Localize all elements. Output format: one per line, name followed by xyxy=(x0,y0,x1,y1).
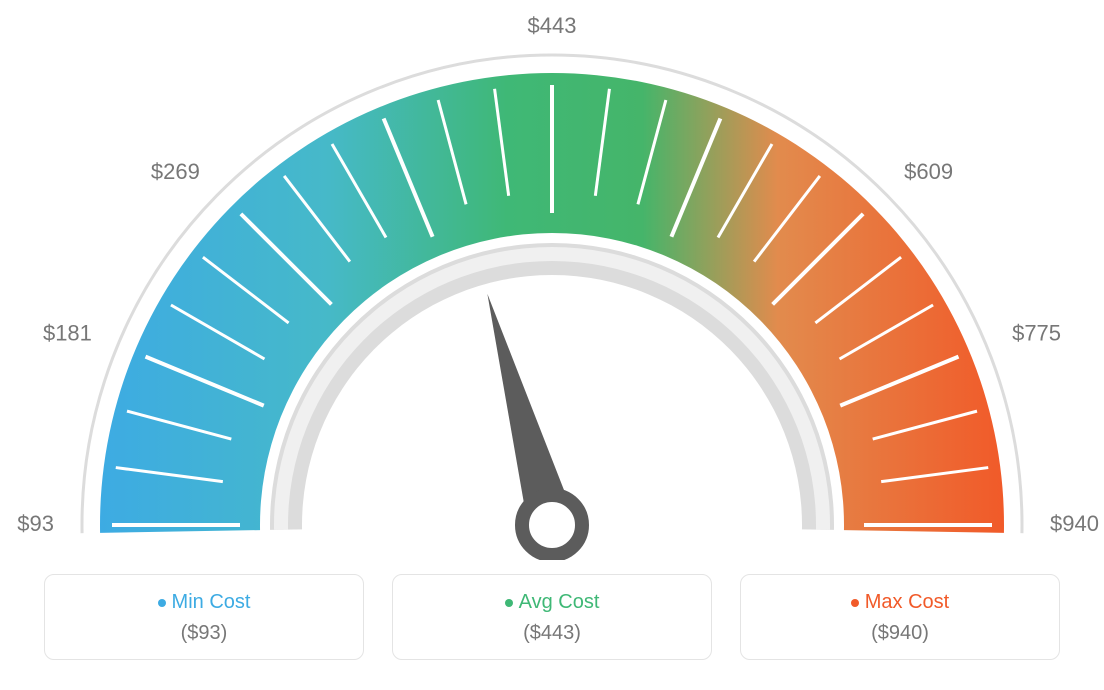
svg-text:$609: $609 xyxy=(904,159,953,184)
gauge-svg: $93 $181 $269 $443 $609 $775 $940 xyxy=(0,0,1104,560)
legend-min: Min Cost ($93) xyxy=(44,574,364,660)
legend-avg-label: Avg Cost xyxy=(403,591,701,614)
legend-max-value: ($940) xyxy=(751,622,1049,645)
dot-icon xyxy=(851,599,859,607)
legend-avg-value: ($443) xyxy=(403,622,701,645)
legend-max: Max Cost ($940) xyxy=(740,574,1060,660)
dot-icon xyxy=(505,599,513,607)
legend-avg: Avg Cost ($443) xyxy=(392,574,712,660)
svg-text:$443: $443 xyxy=(528,13,577,38)
legend-max-text: Max Cost xyxy=(865,591,949,613)
svg-text:$269: $269 xyxy=(151,159,200,184)
legend-row: Min Cost ($93) Avg Cost ($443) Max Cost … xyxy=(0,574,1104,660)
svg-text:$775: $775 xyxy=(1012,320,1061,345)
svg-text:$93: $93 xyxy=(17,511,54,536)
cost-gauge: $93 $181 $269 $443 $609 $775 $940 xyxy=(0,0,1104,560)
legend-avg-text: Avg Cost xyxy=(519,591,600,613)
legend-min-value: ($93) xyxy=(55,622,353,645)
svg-text:$940: $940 xyxy=(1050,511,1099,536)
legend-min-label: Min Cost xyxy=(55,591,353,614)
svg-text:$181: $181 xyxy=(43,320,92,345)
dot-icon xyxy=(158,599,166,607)
legend-min-text: Min Cost xyxy=(172,591,251,613)
legend-max-label: Max Cost xyxy=(751,591,1049,614)
